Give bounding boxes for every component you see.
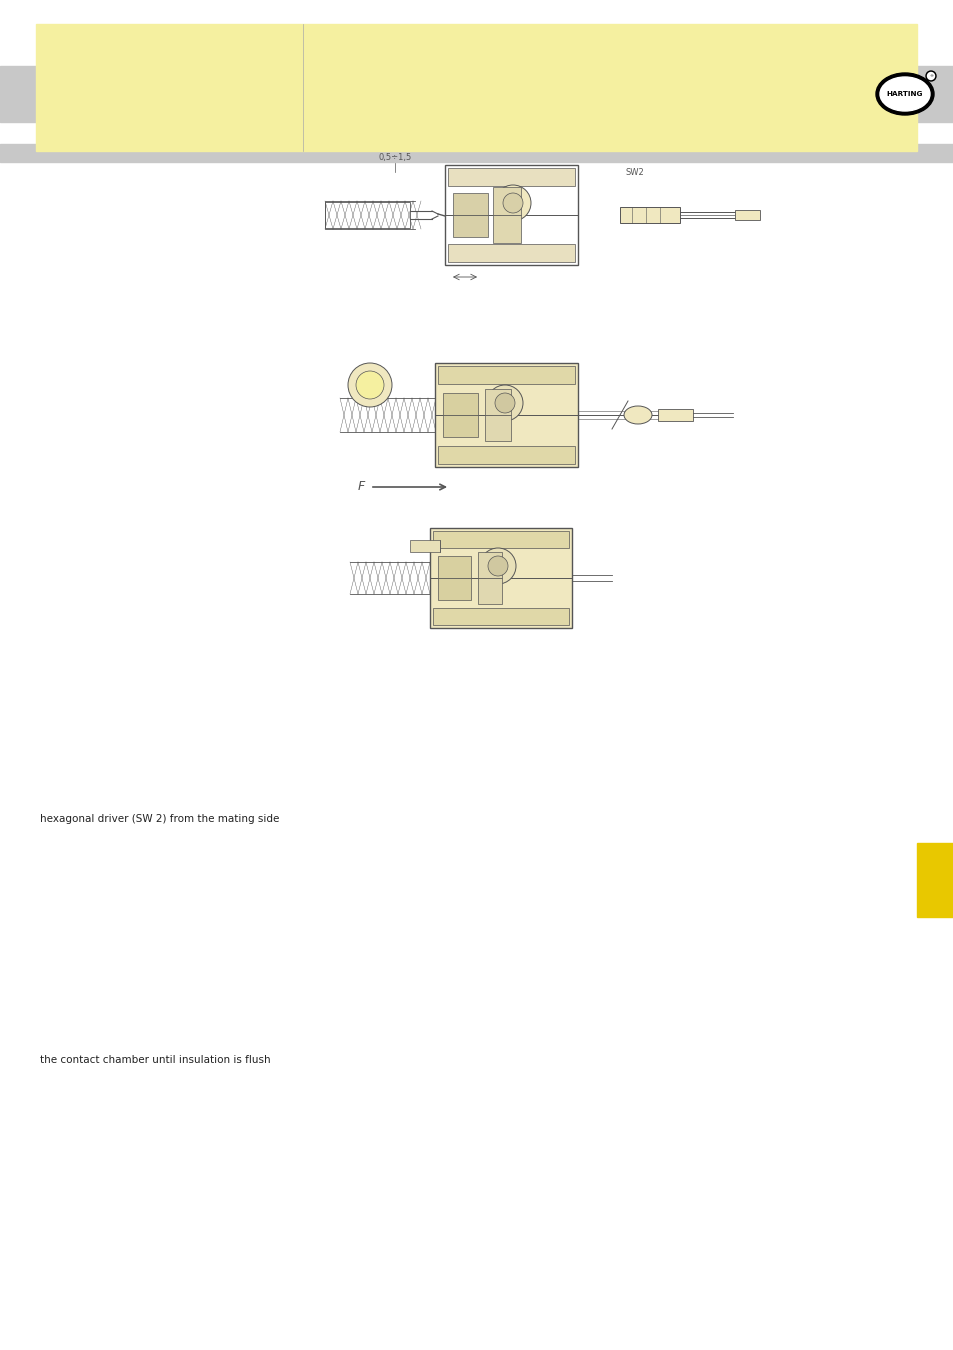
Text: SW2: SW2 [625, 167, 644, 177]
Bar [477, 552, 501, 578]
Text: F: F [357, 481, 365, 494]
Bar [493, 215, 520, 243]
Bar [444, 165, 578, 265]
Bar [325, 202, 410, 228]
Bar [477, 578, 501, 603]
Bar [493, 188, 520, 215]
Ellipse shape [875, 73, 933, 115]
Circle shape [355, 371, 384, 400]
Bar [433, 531, 568, 548]
Text: ®: ® [928, 74, 932, 78]
Bar [36, 24, 916, 151]
Bar [916, 842, 952, 917]
Text: the contact chamber until insulation is flush: the contact chamber until insulation is … [40, 1054, 271, 1065]
Circle shape [495, 185, 531, 221]
Bar [435, 363, 578, 467]
Bar [437, 578, 471, 599]
Bar [453, 215, 488, 238]
Circle shape [495, 393, 515, 413]
Text: HARTING: HARTING [886, 90, 923, 97]
Bar [448, 244, 575, 262]
Bar [0, 66, 953, 122]
Bar [658, 409, 692, 421]
Bar [0, 144, 953, 162]
Bar [619, 207, 679, 223]
Bar [484, 389, 511, 414]
Bar [484, 414, 511, 441]
Text: hexagonal driver (SW 2) from the mating side: hexagonal driver (SW 2) from the mating … [40, 814, 279, 824]
Bar [430, 528, 572, 628]
Bar [437, 366, 575, 383]
Circle shape [486, 385, 522, 421]
Ellipse shape [879, 77, 929, 111]
Bar [448, 167, 575, 186]
Circle shape [925, 72, 935, 81]
Bar [410, 540, 439, 552]
Bar [734, 211, 760, 220]
Text: 0,5÷1,5: 0,5÷1,5 [378, 153, 411, 162]
Bar [433, 608, 568, 625]
Circle shape [479, 548, 516, 585]
Circle shape [926, 73, 934, 80]
Bar [437, 446, 575, 464]
Bar [442, 393, 477, 414]
Circle shape [502, 193, 522, 213]
Circle shape [488, 556, 507, 576]
Ellipse shape [623, 406, 651, 424]
Bar [437, 556, 471, 578]
Bar [442, 414, 477, 437]
Circle shape [348, 363, 392, 406]
Bar [453, 193, 488, 215]
